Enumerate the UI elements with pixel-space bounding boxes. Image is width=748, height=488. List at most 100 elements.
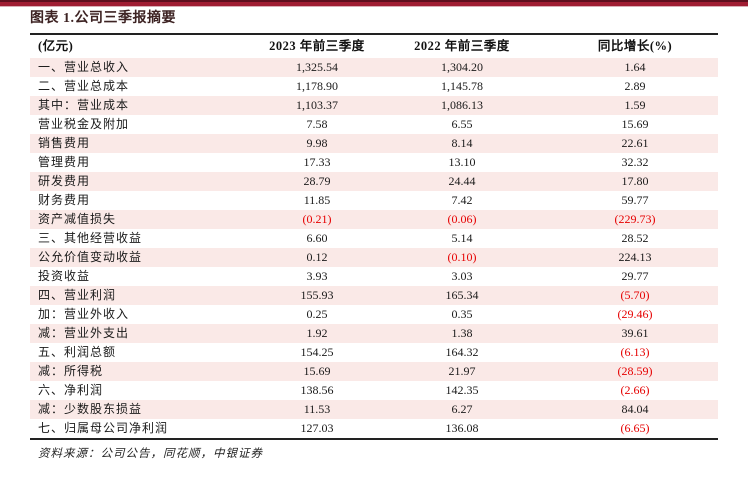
- row-label: 营业税金及附加: [38, 117, 130, 131]
- table-row: 公允价值变动收益 0.12 (0.10) 224.13: [30, 248, 718, 267]
- cell-2023: 15.69: [303, 364, 331, 378]
- cell-2023: 11.85: [303, 193, 331, 207]
- row-label: 资产减值损失: [38, 212, 117, 226]
- table-row: 三、其他经营收益 6.60 5.14 28.52: [30, 229, 718, 248]
- cell-2022: 1,145.78: [441, 79, 483, 93]
- row-label: 减：营业外支出: [38, 326, 130, 340]
- row-label: 四、营业利润: [38, 288, 117, 302]
- cell-2022: 21.97: [448, 364, 476, 378]
- row-label: 一、营业总收入: [38, 60, 130, 74]
- row-label: 公允价值变动收益: [38, 250, 143, 264]
- cell-2022: 164.32: [445, 345, 479, 359]
- row-label: 管理费用: [38, 155, 91, 169]
- table-row: 四、营业利润 155.93 165.34 (5.70): [30, 286, 718, 305]
- cell-yoy: (5.70): [620, 288, 650, 302]
- row-label: 六、净利润: [38, 383, 104, 397]
- cell-2022: 165.34: [445, 288, 479, 302]
- cell-2022: 1,086.13: [441, 98, 483, 112]
- cell-yoy: 59.77: [621, 193, 649, 207]
- cell-yoy: 22.61: [621, 136, 649, 150]
- cell-2022: 6.27: [451, 402, 473, 416]
- cell-2022: 8.14: [451, 136, 473, 150]
- cell-yoy: (229.73): [614, 212, 656, 226]
- table-row: 七、归属母公司净利润 127.03 136.08 (6.65): [30, 419, 718, 439]
- cell-yoy: 29.77: [621, 269, 649, 283]
- cell-yoy: (6.13): [620, 345, 650, 359]
- cell-2023: 17.33: [303, 155, 331, 169]
- cell-2022: 13.10: [448, 155, 476, 169]
- cell-yoy: 1.64: [624, 60, 646, 74]
- table-body: 一、营业总收入 1,325.54 1,304.20 1.64 二、营业总成本 1,178.…: [30, 58, 718, 439]
- row-label: 减：所得税: [38, 364, 104, 378]
- cell-yoy: 17.80: [621, 174, 649, 188]
- cell-2023: 6.60: [306, 231, 328, 245]
- cell-yoy: 2.89: [624, 79, 646, 93]
- col-header-yoy: 同比增长(%): [597, 39, 673, 53]
- row-label: 减：少数股东损益: [38, 402, 143, 416]
- cell-2023: (0.21): [302, 212, 332, 226]
- row-label: 七、归属母公司净利润: [38, 421, 169, 435]
- table-row: 减：少数股东损益 11.53 6.27 84.04: [30, 400, 718, 419]
- row-label: 二、营业总成本: [38, 79, 130, 93]
- cell-2023: 127.03: [300, 421, 334, 435]
- row-label: 投资收益: [38, 269, 91, 283]
- cell-yoy: 39.61: [621, 326, 649, 340]
- col-header-2022: 2022 年前三季度: [414, 39, 510, 53]
- col-header-2023: 2023 年前三季度: [269, 39, 365, 53]
- cell-2022: 24.44: [448, 174, 476, 188]
- cell-2023: 1.92: [306, 326, 328, 340]
- row-label: 其中：营业成本: [38, 98, 130, 112]
- table-row: 六、净利润 138.56 142.35 (2.66): [30, 381, 718, 400]
- cell-2023: 154.25: [300, 345, 334, 359]
- table-row: 二、营业总成本 1,178.90 1,145.78 2.89: [30, 77, 718, 96]
- cell-2023: 1,178.90: [296, 79, 338, 93]
- cell-2022: (0.06): [447, 212, 477, 226]
- cell-2023: 11.53: [303, 402, 331, 416]
- source-note: 资料来源：公司公告，同花顺，中银证券: [38, 448, 263, 460]
- cell-2023: 3.93: [306, 269, 328, 283]
- cell-2022: 5.14: [451, 231, 473, 245]
- table-row: 加：营业外收入 0.25 0.35 (29.46): [30, 305, 718, 324]
- cell-2023: 0.25: [306, 307, 328, 321]
- table-row: 减：所得税 15.69 21.97 (28.59): [30, 362, 718, 381]
- table-row: 其中：营业成本 1,103.37 1,086.13 1.59: [30, 96, 718, 115]
- table-header-row: (亿元) 2023 年前三季度 2022 年前三季度 同比增长(%): [30, 34, 718, 58]
- cell-2023: 0.12: [306, 250, 328, 264]
- cell-2022: 7.42: [451, 193, 473, 207]
- table-row: 投资收益 3.93 3.03 29.77: [30, 267, 718, 286]
- cell-2022: 3.03: [451, 269, 473, 283]
- cell-yoy: 28.52: [621, 231, 649, 245]
- table-row: 研发费用 28.79 24.44 17.80: [30, 172, 718, 191]
- cell-2023: 7.58: [306, 117, 328, 131]
- cell-2023: 9.98: [306, 136, 328, 150]
- table-row: 管理费用 17.33 13.10 32.32: [30, 153, 718, 172]
- row-label: 销售费用: [38, 136, 91, 150]
- table-row: 减：营业外支出 1.92 1.38 39.61: [30, 324, 718, 343]
- row-label: 三、其他经营收益: [38, 231, 143, 245]
- cell-2023: 138.56: [300, 383, 334, 397]
- row-label: 研发费用: [38, 174, 91, 188]
- row-label: 加：营业外收入: [38, 307, 130, 321]
- cell-yoy: 84.04: [621, 402, 649, 416]
- cell-yoy: 32.32: [621, 155, 649, 169]
- cell-yoy: (6.65): [620, 421, 650, 435]
- cell-2022: (0.10): [447, 250, 477, 264]
- cell-2023: 155.93: [300, 288, 334, 302]
- cell-yoy: (2.66): [620, 383, 650, 397]
- financial-summary-table: (亿元) 2023 年前三季度 2022 年前三季度 同比增长(%) 一、营业总…: [30, 33, 718, 440]
- table-row: 营业税金及附加 7.58 6.55 15.69: [30, 115, 718, 134]
- cell-2023: 28.79: [303, 174, 331, 188]
- cell-2022: 142.35: [445, 383, 479, 397]
- unit-header: (亿元): [38, 39, 74, 53]
- cell-yoy: (28.59): [617, 364, 653, 378]
- table-row: 一、营业总收入 1,325.54 1,304.20 1.64: [30, 58, 718, 77]
- table-row: 销售费用 9.98 8.14 22.61: [30, 134, 718, 153]
- cell-2023: 1,325.54: [296, 60, 338, 74]
- row-label: 财务费用: [38, 193, 91, 207]
- table-row: 五、利润总额 154.25 164.32 (6.13): [30, 343, 718, 362]
- cell-yoy: 1.59: [624, 98, 646, 112]
- table-row: 财务费用 11.85 7.42 59.77: [30, 191, 718, 210]
- cell-2022: 0.35: [451, 307, 473, 321]
- cell-2022: 136.08: [445, 421, 479, 435]
- row-label: 五、利润总额: [38, 345, 117, 359]
